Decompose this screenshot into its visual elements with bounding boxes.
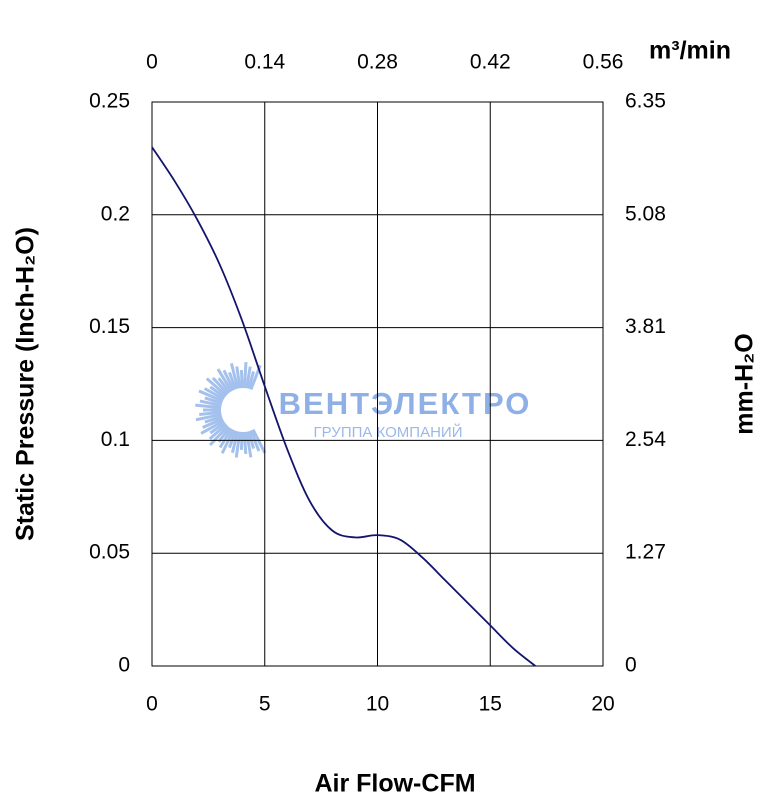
y-axis-title: Static Pressure (Inch-H₂O)	[12, 227, 40, 541]
logo-ray	[208, 423, 228, 440]
logo-ray	[203, 387, 225, 401]
y2-tick-label: 5.08	[625, 202, 666, 225]
x2-tick-label: 0	[146, 51, 158, 74]
y-tick-label: 0.15	[89, 315, 130, 338]
y-tick-label: 0.2	[101, 202, 130, 225]
y2-tick-label: 6.35	[625, 90, 666, 113]
x-tick-label: 15	[479, 693, 502, 716]
logo-ray	[202, 417, 224, 429]
x2-tick-label: 0.28	[357, 51, 398, 74]
x-axis-title: Air Flow-CFM	[314, 770, 475, 798]
logo-ray	[195, 412, 222, 422]
y2-tick-label: 1.27	[625, 541, 666, 564]
logo-ray	[251, 428, 267, 454]
logo-ray	[245, 366, 252, 389]
logo-ray	[211, 376, 230, 395]
logo-ray	[199, 399, 222, 408]
y2-tick-label: 2.54	[625, 428, 666, 451]
y-tick-label: 0	[118, 654, 130, 677]
x-tick-label: 20	[591, 693, 614, 716]
logo-ray	[228, 371, 237, 390]
logo-ray	[216, 368, 233, 393]
plot-frame	[151, 101, 604, 667]
logo-ray	[200, 419, 225, 435]
logo-ray	[230, 430, 240, 454]
logo-ray	[229, 363, 240, 390]
watermark-brand: ВЕНТЭЛЕКТРО	[279, 386, 532, 421]
x-tick-label: 10	[366, 693, 389, 716]
logo-ray	[228, 430, 237, 449]
curve	[151, 146, 536, 667]
logo-ray	[242, 362, 248, 389]
logo-ray	[204, 415, 223, 424]
logo-ray	[205, 377, 228, 397]
logo-ray	[220, 429, 235, 454]
logo-ray	[217, 426, 231, 443]
x2-axis-title: m³/min	[649, 37, 731, 65]
watermark-tagline: ГРУППА КОМПАНИЙ	[314, 423, 463, 441]
watermark-logo	[195, 362, 267, 458]
logo-ray	[199, 410, 222, 416]
logo-ray	[217, 377, 231, 394]
y2-tick-label: 0	[625, 654, 637, 677]
x2-tick-label: 0.42	[470, 51, 511, 74]
logo-ray	[195, 403, 222, 410]
logo-ray	[209, 385, 226, 399]
logo-ray	[204, 396, 223, 405]
logo-ray	[222, 369, 235, 391]
x-tick-label: 0	[146, 693, 158, 716]
y-tick-label: 0.25	[89, 90, 130, 113]
x2-tick-label: 0.14	[244, 51, 285, 74]
y-tick-label: 0.05	[89, 541, 130, 564]
x-tick-label: 5	[259, 693, 271, 716]
logo-ray	[245, 431, 253, 458]
logo-ray	[235, 366, 242, 389]
logo-ray	[209, 425, 230, 447]
logo-ray	[239, 431, 244, 451]
y-tick-label: 0.1	[101, 428, 130, 451]
y2-tick-label: 3.81	[625, 315, 666, 338]
logo-ray	[209, 421, 226, 435]
y2-axis-title: mm-H₂O	[731, 333, 759, 434]
logo-ray	[247, 371, 256, 390]
logo-ray	[242, 431, 248, 455]
logo-ray	[218, 427, 233, 449]
logo-ray	[198, 389, 224, 403]
x2-tick-label: 0.56	[583, 51, 624, 74]
logo-ray	[234, 431, 242, 458]
logo-ray	[239, 369, 244, 389]
